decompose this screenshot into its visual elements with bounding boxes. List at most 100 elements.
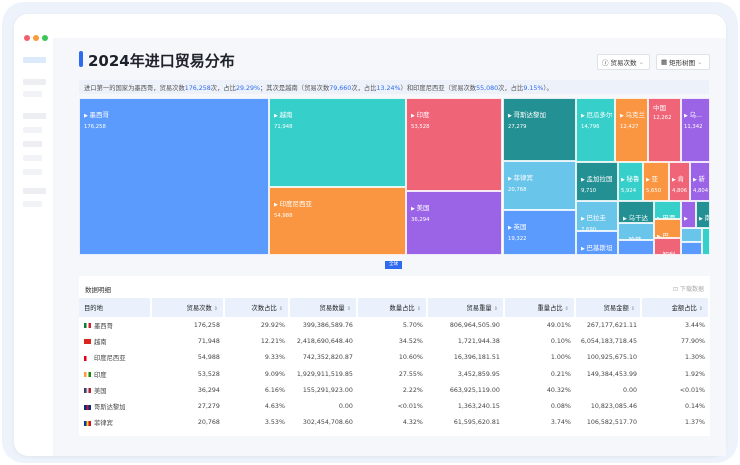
column-header[interactable]: 重量占比 ⇕ bbox=[504, 298, 576, 317]
treemap-tile[interactable]: ▶ 2.5 bbox=[681, 201, 696, 228]
treemap-tile[interactable]: ▶ bbox=[681, 242, 702, 255]
treemap-tile[interactable]: ▶ 墨西哥 176,258 bbox=[79, 98, 269, 255]
download-button[interactable]: ⊡ 下载数据 bbox=[673, 286, 704, 293]
expand-arrow-icon: ▶ bbox=[84, 113, 90, 119]
table-cell: 10.60% bbox=[398, 354, 423, 362]
table-row[interactable]: 印度 53,528 9.09% 1,929,911,519.85 27.55% 3,452… bbox=[79, 366, 710, 382]
title-accent bbox=[79, 51, 83, 67]
tile-label: 巴基斯坦 bbox=[586, 244, 613, 252]
tile-value: 27,279 bbox=[508, 124, 527, 130]
data-table: 目的地 贸易次数 ⇕ 次数占比 ⇕ 贸易数量 ⇕ 数量占比 ⇕ 贸易重量 ⇕ 重量占比 ⇕ 贸易金额 ⇕ 金额… bbox=[79, 298, 710, 431]
treemap-tile[interactable]: ▶ 厄瓜多尔 14,796 bbox=[576, 98, 615, 162]
table-row[interactable]: 美国 36,294 6.16% 155,291,923.00 2.22% 663,925,… bbox=[79, 382, 710, 398]
table-cell: 27.55% bbox=[398, 370, 423, 378]
treemap-tile[interactable]: ▶ 智利 bbox=[654, 238, 681, 255]
treemap-tile[interactable]: ▶ 印度尼西亚 54,988 bbox=[269, 187, 406, 255]
treemap-tile[interactable]: ▶ 巴... bbox=[654, 219, 681, 238]
flag-icon bbox=[84, 420, 91, 426]
treemap-tile[interactable] bbox=[702, 228, 710, 255]
column-header[interactable]: 贸易数量 ⇕ bbox=[289, 298, 358, 317]
table-cell: 36,294 bbox=[197, 386, 220, 394]
tile-value: 54,988 bbox=[274, 213, 293, 219]
column-header[interactable]: 数量占比 ⇕ bbox=[357, 298, 428, 317]
treemap-tile[interactable]: ▶ 亚 5,650 bbox=[643, 162, 669, 201]
flag-icon bbox=[84, 323, 91, 329]
treemap-tile[interactable]: ▶ 肯 4,806 bbox=[669, 162, 690, 201]
sort-icon[interactable]: ⇕ bbox=[346, 306, 351, 312]
treemap-tile[interactable]: ▶ 哈萨... bbox=[618, 223, 654, 240]
column-header[interactable]: 次数占比 ⇕ bbox=[224, 298, 290, 317]
tile-value: 176,258 bbox=[84, 124, 106, 130]
treemap-tile[interactable]: ▶ 巴基斯坦 bbox=[576, 231, 618, 255]
sort-icon[interactable]: ⇕ bbox=[698, 306, 703, 312]
download-icon: ⊡ bbox=[673, 286, 680, 293]
column-header[interactable]: 贸易次数 ⇕ bbox=[151, 298, 225, 317]
sort-icon[interactable]: ⇕ bbox=[278, 306, 283, 312]
sidebar-item[interactable] bbox=[23, 91, 42, 97]
table-cell: 29.92% bbox=[260, 321, 285, 329]
table-cell: 0.10% bbox=[550, 337, 571, 345]
treemap-tile[interactable] bbox=[681, 228, 702, 242]
treemap-tile[interactable]: ▶ 孟加拉国 9,710 bbox=[576, 162, 618, 201]
sort-icon[interactable]: ⇕ bbox=[630, 306, 635, 312]
sort-icon[interactable]: ⇕ bbox=[493, 306, 498, 312]
table-cell: 0.00 bbox=[622, 386, 637, 394]
treemap-tile[interactable]: ▶ 印度 53,528 bbox=[406, 98, 502, 191]
table-cell: 100,925,675.10 bbox=[586, 354, 637, 362]
tile-value: 20,768 bbox=[508, 187, 527, 193]
column-header[interactable]: 金额占比 ⇕ bbox=[641, 298, 710, 317]
sidebar-item[interactable] bbox=[23, 141, 42, 147]
breadcrumb-global[interactable]: 全球 bbox=[385, 261, 402, 269]
table-cell: <0.01% bbox=[397, 403, 423, 411]
maximize-dot[interactable] bbox=[42, 35, 48, 41]
tile-label: 孟加拉国 bbox=[586, 175, 613, 183]
tile-value: 5,924 bbox=[621, 188, 637, 194]
sidebar-item[interactable] bbox=[23, 169, 42, 175]
minimize-dot[interactable] bbox=[33, 35, 39, 41]
treemap-tile[interactable]: ▶ 英国 19,322 bbox=[503, 210, 576, 255]
sidebar-item[interactable] bbox=[23, 188, 46, 194]
sidebar-item[interactable] bbox=[23, 127, 42, 133]
flag-icon bbox=[84, 372, 91, 378]
expand-arrow-icon: ▶ bbox=[684, 216, 688, 222]
treemap-tile[interactable]: 中国 12,262 bbox=[648, 98, 681, 162]
treemap-tile[interactable]: ▶ 美国 36,294 bbox=[406, 191, 502, 255]
expand-arrow-icon: ▶ bbox=[623, 216, 629, 222]
sidebar-item[interactable] bbox=[23, 201, 42, 207]
table-row[interactable]: 菲律宾 20,768 3.53% 302,454,708.60 4.32% 61,595,… bbox=[79, 415, 710, 431]
treemap-tile[interactable]: ▶ 巴拉圭 7,690 bbox=[576, 201, 618, 231]
sidebar-item[interactable] bbox=[23, 113, 46, 119]
treemap-tile[interactable]: ▶ 乌... 11,342 bbox=[681, 98, 710, 162]
metric-select[interactable]: ⓘ 贸易次数 ⌄ bbox=[597, 54, 650, 70]
treemap-tile[interactable]: ▶ 乌克兰 12,427 bbox=[615, 98, 648, 162]
treemap-tile[interactable]: ▶ 菲律宾 20,768 bbox=[503, 161, 576, 210]
table-row[interactable]: 墨西哥 176,258 29.92% 399,386,589.76 5.70% 806,9… bbox=[79, 317, 710, 333]
tile-value: 11,342 bbox=[684, 124, 703, 130]
treemap-tile[interactable]: ▶ 秘鲁 5,924 bbox=[618, 162, 643, 201]
column-header: 目的地 bbox=[79, 298, 152, 317]
view-select[interactable]: ▦ 矩形树图 ⌄ bbox=[656, 54, 710, 70]
chevron-down-icon: ⌄ bbox=[697, 58, 703, 66]
sidebar-item-active[interactable] bbox=[23, 57, 46, 63]
treemap-tile[interactable]: ▶ 越南 71,948 bbox=[269, 98, 406, 187]
treemap-tile[interactable]: ▶ 哥斯达黎加 27,279 bbox=[503, 98, 576, 161]
treemap-tile[interactable]: ▶ 巴西 bbox=[654, 201, 681, 219]
sort-icon[interactable]: ⇕ bbox=[213, 306, 218, 312]
sidebar-item[interactable] bbox=[23, 79, 46, 85]
table-row[interactable]: 越南 71,948 12.21% 2,418,690,648.40 34.52% 1,72… bbox=[79, 333, 710, 349]
treemap-tile[interactable]: ▶ 乌干达 bbox=[618, 201, 654, 223]
table-row[interactable]: 印度尼西亚 54,988 9.33% 742,352,820.87 10.60% 16,3… bbox=[79, 350, 710, 366]
treemap-tile[interactable]: ▶ bbox=[618, 240, 654, 255]
sort-icon[interactable]: ⇕ bbox=[564, 306, 569, 312]
info-icon: ⓘ bbox=[602, 59, 609, 67]
table-cell: 3.53% bbox=[264, 419, 285, 427]
sidebar-item[interactable] bbox=[23, 155, 42, 161]
treemap-tile[interactable]: ▶ 新 4,804 bbox=[690, 162, 710, 201]
treemap-tile[interactable]: ▶ 南2.2 bbox=[696, 201, 710, 228]
table-row[interactable]: 哥斯达黎加 27,279 4.63% 0.00 <0.01% 1,363,240.15 0.… bbox=[79, 398, 710, 414]
column-header[interactable]: 贸易重量 ⇕ bbox=[427, 298, 505, 317]
sort-icon[interactable]: ⇕ bbox=[416, 306, 421, 312]
column-header[interactable]: 贸易金额 ⇕ bbox=[575, 298, 642, 317]
expand-arrow-icon: ▶ bbox=[508, 225, 514, 231]
close-dot[interactable] bbox=[24, 35, 30, 41]
